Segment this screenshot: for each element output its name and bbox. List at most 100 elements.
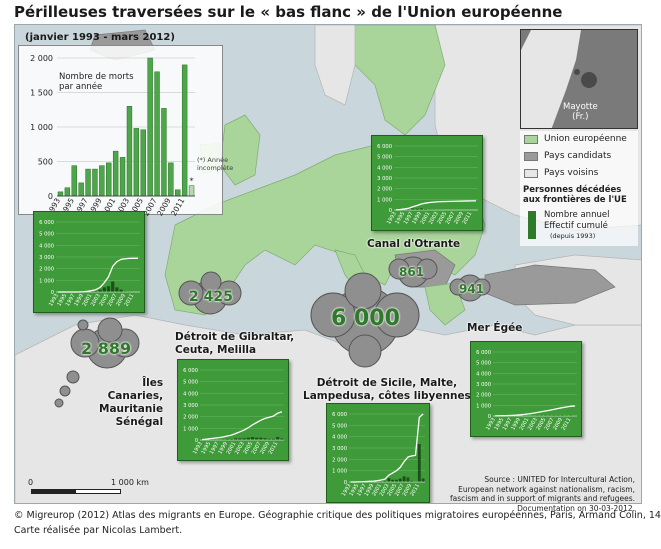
panel-x-tick: 2007 <box>251 441 263 455</box>
panel-x-tick: 2009 <box>402 483 414 497</box>
legend-cumulative-note: (depuis 1993) <box>550 232 596 240</box>
scale-max: 1 000 km <box>111 478 149 487</box>
panel-bar <box>115 287 119 292</box>
panel-x-tick: 1999 <box>73 293 85 307</box>
panel-bar <box>225 439 229 440</box>
panel-bar <box>410 480 414 482</box>
panel-bar <box>535 415 539 416</box>
y-tick-label: 500 <box>38 158 53 167</box>
panel-x-tick: 2007 <box>394 483 406 497</box>
panel-bar <box>428 209 432 210</box>
panel-bar <box>564 415 569 416</box>
panel-x-tick: 2005 <box>436 211 448 225</box>
panel-y-tick: 4 000 <box>476 371 491 377</box>
legend-neighbor-swatch <box>524 169 538 178</box>
panel-bar <box>543 415 548 416</box>
panel-x-tick: 2011 <box>268 441 280 455</box>
footer-credit: © Migreurop (2012) Atlas des migrants en… <box>14 510 661 521</box>
y-tick-label: 1 000 <box>30 123 53 132</box>
panel-y-tick: 2 000 <box>39 267 54 273</box>
panel-bar <box>90 291 94 292</box>
panel-bar <box>406 477 410 482</box>
bar <box>175 189 181 197</box>
panel-x-tick: 2009 <box>259 441 271 455</box>
place-aegean: Mer Égée <box>467 322 523 334</box>
panel-bar <box>391 479 395 482</box>
main-chart-note: (*) Année incomplète <box>197 156 234 172</box>
panel-y-tick: 6 000 <box>377 144 392 150</box>
panel-bar <box>119 289 123 292</box>
cloud-value-gibraltar: 2 425 <box>189 289 233 305</box>
inset-map-shape <box>521 30 597 128</box>
panel-y-tick: 3 000 <box>377 176 392 182</box>
panel-x-tick: 1993 <box>485 417 497 431</box>
cloud-value-aegean: 941 <box>459 282 485 296</box>
panel-bar <box>569 415 573 416</box>
panel-x-tick: 2005 <box>242 441 254 455</box>
panel-bar <box>417 444 421 482</box>
cloud-value-sicily: 6 000 <box>331 306 400 331</box>
legend: Union européenne Pays candidats Pays voi… <box>520 131 638 246</box>
panel-x-tick: 2003 <box>90 293 102 307</box>
panel-bar <box>395 479 398 482</box>
panel-x-tick: 1993 <box>341 483 353 497</box>
panel-x-tick: 1997 <box>209 441 221 455</box>
panel-x-tick: 1993 <box>48 293 60 307</box>
panel-x-tick: 1997 <box>502 417 514 431</box>
panel-bar <box>415 208 419 210</box>
legend-bar-swatch <box>528 211 536 239</box>
panel-x-tick: 2003 <box>234 441 246 455</box>
bar <box>126 106 133 197</box>
panel-x-tick: 1999 <box>510 417 522 431</box>
panel-x-tick: 2007 <box>544 417 556 431</box>
panel-x-tick: 2011 <box>561 417 573 431</box>
inset-label: Mayotte (Fr.) <box>563 102 598 122</box>
panel-bar <box>106 286 111 292</box>
bar <box>85 168 91 197</box>
panel-y-tick: 2 000 <box>183 415 198 421</box>
y-tick-label: 2 000 <box>30 54 53 63</box>
panel-bar <box>379 481 383 482</box>
panel-y-tick: 5 000 <box>39 232 54 238</box>
bar <box>78 182 84 197</box>
panel-bar <box>250 437 255 440</box>
panel-x-tick: 1993 <box>386 211 398 225</box>
legend-eu: Union européenne <box>544 134 627 144</box>
panel-x-tick: 2011 <box>409 483 421 497</box>
panel-y-tick: 6 000 <box>39 220 54 226</box>
panel-y-tick: 3 000 <box>332 446 347 452</box>
place-gibraltar: Détroit de Gibraltar, Ceuta, Melilla <box>175 331 295 356</box>
bar <box>154 71 160 197</box>
panel-x-tick: 1995 <box>493 417 505 431</box>
panel-y-tick: 0 <box>389 208 392 214</box>
panel-bar <box>221 439 225 440</box>
panel-y-tick: 0 <box>488 414 491 420</box>
panel-bar <box>407 209 411 210</box>
panel-y-tick: 4 000 <box>183 391 198 397</box>
map-title: Périlleuses traversées sur le « bas flan… <box>14 3 563 21</box>
panel-cumulative-line <box>495 405 575 417</box>
panel-bar <box>402 209 407 210</box>
panel-x-tick: 1997 <box>65 293 77 307</box>
incomplete-mark: * <box>190 177 194 186</box>
panel-x-tick: 1997 <box>403 211 415 225</box>
footer-author: Carte réalisée par Nicolas Lambert. <box>14 525 183 536</box>
panel-y-tick: 1 000 <box>183 426 198 432</box>
bar <box>92 168 98 197</box>
panel-cumulative-line <box>396 200 476 211</box>
panel-x-tick: 2009 <box>552 417 564 431</box>
legend-neighbor: Pays voisins <box>544 168 599 178</box>
panel-aegean: 6 000 5 000 4 000 3 000 2 000 1 000 0 1993 1995 1… <box>470 341 582 437</box>
panel-x-tick: 2009 <box>453 211 465 225</box>
cloud-value-otranto: 861 <box>399 265 425 279</box>
period-label: (janvier 1993 - mars 2012) <box>25 32 175 43</box>
panel-x-tick: 2011 <box>462 211 474 225</box>
bar <box>57 191 64 197</box>
panel-x-tick: 2001 <box>371 483 383 497</box>
panel-y-tick: 5 000 <box>476 361 491 367</box>
panel-bar <box>280 438 284 440</box>
